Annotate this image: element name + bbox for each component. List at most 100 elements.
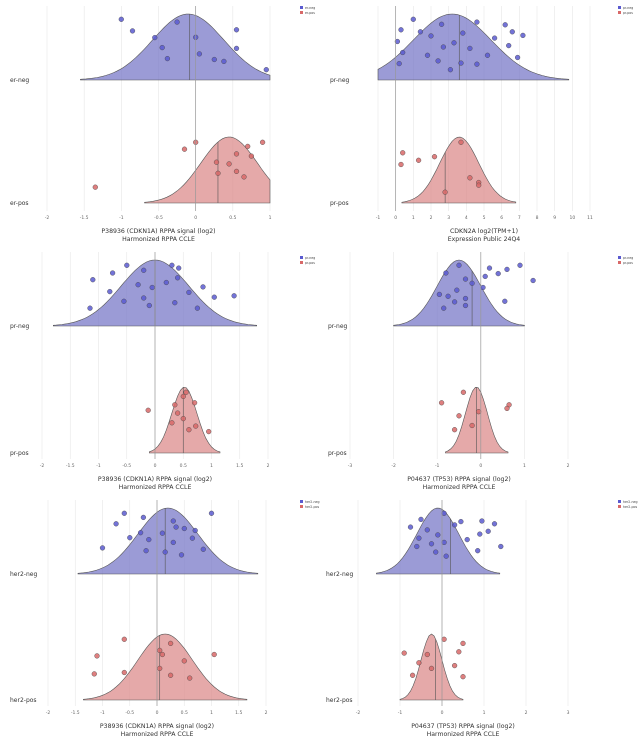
- data-point: [164, 55, 171, 62]
- data-point: [433, 549, 439, 555]
- x-tick-label: 9: [553, 215, 556, 221]
- data-point: [192, 527, 198, 534]
- data-point: [435, 58, 441, 64]
- data-point: [407, 524, 414, 530]
- x-axis-subtitle: Harmonized RPPA CCLE: [423, 484, 496, 491]
- data-point: [441, 539, 447, 546]
- data-point: [172, 300, 178, 306]
- legend-label: pr-neg: [623, 6, 633, 10]
- data-point: [495, 271, 501, 277]
- group-label: her2-pos: [10, 697, 37, 704]
- data-point: [460, 30, 466, 36]
- legend-swatch: [300, 11, 303, 14]
- x-axis-title: P38936 (CDKN1A) RPPA signal (log2): [100, 723, 214, 730]
- data-point: [436, 291, 443, 298]
- data-point: [129, 28, 136, 34]
- x-tick-label: 3: [447, 215, 450, 221]
- data-point: [454, 287, 460, 293]
- group-label: pr-neg: [10, 323, 30, 330]
- x-tick-label: 1.5: [236, 463, 243, 469]
- data-point: [169, 420, 175, 426]
- x-tick-label: -1.5: [66, 463, 75, 469]
- x-tick-label: 5: [483, 215, 486, 221]
- data-point: [474, 61, 480, 67]
- data-point: [418, 516, 424, 523]
- group-label: her2-neg: [326, 571, 353, 578]
- data-point: [186, 427, 192, 433]
- x-tick-label: 2: [567, 463, 570, 469]
- data-point: [517, 262, 523, 268]
- data-point: [416, 157, 422, 163]
- data-point: [469, 422, 475, 429]
- data-point: [168, 672, 174, 678]
- x-tick-label: 0: [441, 710, 444, 716]
- legend-swatch: [300, 6, 303, 9]
- data-point: [233, 168, 240, 175]
- data-point: [211, 294, 217, 300]
- x-tick-label: 2: [430, 215, 433, 221]
- data-point: [94, 653, 100, 659]
- x-tick-label: -0.5: [154, 215, 163, 221]
- data-point: [140, 514, 147, 521]
- data-point: [530, 277, 536, 284]
- data-point: [458, 60, 464, 66]
- x-tick-label: 4: [465, 215, 468, 221]
- x-tick-label: 2: [525, 710, 528, 716]
- x-axis-subtitle: Harmonized RPPA CCLE: [427, 731, 500, 738]
- data-point: [189, 535, 196, 541]
- data-point: [451, 40, 457, 46]
- data-point: [400, 49, 406, 56]
- data-point: [92, 184, 98, 190]
- data-point: [176, 265, 182, 271]
- data-point: [482, 273, 488, 280]
- data-point: [124, 262, 130, 268]
- data-point: [456, 649, 462, 655]
- data-point: [231, 293, 237, 299]
- data-point: [462, 295, 469, 302]
- data-point: [196, 51, 203, 57]
- legend-swatch: [618, 500, 621, 503]
- legend-label: pr-pos: [623, 261, 633, 265]
- data-point: [248, 153, 255, 159]
- data-point: [192, 400, 198, 406]
- data-point: [152, 34, 158, 41]
- data-point: [113, 521, 119, 527]
- data-point: [200, 546, 206, 552]
- data-point: [458, 518, 464, 525]
- data-point: [211, 56, 217, 63]
- data-point: [504, 405, 510, 412]
- data-point: [396, 60, 402, 67]
- x-tick-label: 1: [210, 710, 213, 716]
- data-point: [211, 651, 217, 658]
- group-label: pr-pos: [330, 200, 349, 207]
- data-point: [169, 262, 175, 268]
- data-point: [400, 150, 406, 156]
- x-tick-label: 2: [267, 463, 270, 469]
- data-point: [464, 536, 470, 543]
- legend-label: her2-pos: [305, 505, 319, 509]
- legend-label: er-pos: [305, 11, 315, 15]
- data-point: [452, 427, 458, 433]
- data-point: [178, 552, 185, 558]
- data-point: [263, 67, 269, 73]
- data-point: [118, 16, 124, 22]
- data-point: [135, 282, 141, 288]
- data-point: [121, 298, 127, 304]
- data-point: [180, 393, 186, 400]
- data-point: [475, 548, 481, 554]
- x-tick-label: 0: [479, 463, 482, 469]
- data-point: [428, 665, 435, 672]
- x-tick-label: -1: [100, 710, 105, 716]
- legend-swatch: [300, 261, 303, 264]
- group-label: er-neg: [10, 77, 29, 84]
- data-point: [410, 16, 416, 22]
- data-point: [514, 54, 521, 61]
- data-point: [215, 170, 221, 176]
- data-point: [456, 413, 462, 419]
- data-point: [175, 410, 181, 416]
- x-axis-subtitle: Harmonized RPPA CCLE: [121, 731, 194, 738]
- data-point: [187, 675, 193, 681]
- x-tick-label: 1: [412, 215, 415, 221]
- x-tick-label: -2: [391, 463, 396, 469]
